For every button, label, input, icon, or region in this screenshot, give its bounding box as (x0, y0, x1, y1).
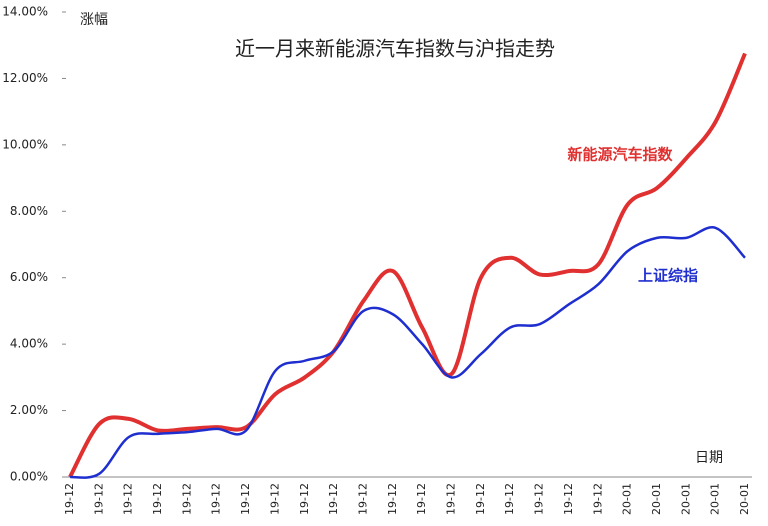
x-tick-label: 19-12 (562, 483, 575, 515)
x-tick-label: 19-12 (63, 483, 76, 515)
series-label: 上证综指 (638, 267, 698, 285)
x-tick-label: 19-12 (386, 483, 399, 515)
x-tick-label: 19-12 (503, 483, 516, 515)
x-tick-label: 19-12 (180, 483, 193, 515)
x-tick-label: 19-12 (474, 483, 487, 515)
y-tick-label: 4.00% (10, 337, 48, 351)
series-label: 新能源汽车指数 (567, 146, 673, 164)
x-tick-label: 19-12 (151, 483, 164, 515)
x-tick-label: 19-12 (268, 483, 281, 515)
x-tick-label: 19-12 (533, 483, 546, 515)
y-axis-label: 涨幅 (80, 12, 108, 28)
y-tick-label: 2.00% (10, 403, 48, 417)
y-tick-label: 10.00% (2, 137, 48, 151)
x-tick-label: 19-12 (239, 483, 252, 515)
x-tick-label: 19-12 (591, 483, 604, 515)
x-tick-label: 20-01 (709, 483, 722, 515)
x-tick-label: 20-01 (621, 483, 634, 515)
x-tick-label: 20-01 (738, 483, 751, 515)
x-tick-label: 19-12 (210, 483, 223, 515)
x-axis-label: 日期 (695, 450, 723, 466)
y-tick-label: 8.00% (10, 204, 48, 218)
x-tick-label: 19-12 (445, 483, 458, 515)
y-tick-label: 6.00% (10, 270, 48, 284)
x-tick-label: 20-01 (679, 483, 692, 515)
series-line (68, 52, 747, 478)
x-tick-label: 19-12 (356, 483, 369, 515)
x-tick-label: 19-12 (122, 483, 135, 515)
y-tick-label: 0.00% (10, 470, 48, 484)
x-tick-label: 20-01 (650, 483, 663, 515)
x-tick-label: 19-12 (298, 483, 311, 515)
y-tick-label: 12.00% (2, 71, 48, 85)
series-line (69, 226, 746, 479)
x-tick-label: 19-12 (327, 483, 340, 515)
chart-title: 近一月来新能源汽车指数与沪指走势 (235, 37, 555, 61)
x-tick-label: 19-12 (415, 483, 428, 515)
y-tick-label: 14.00% (2, 5, 48, 19)
x-tick-label: 19-12 (92, 483, 105, 515)
